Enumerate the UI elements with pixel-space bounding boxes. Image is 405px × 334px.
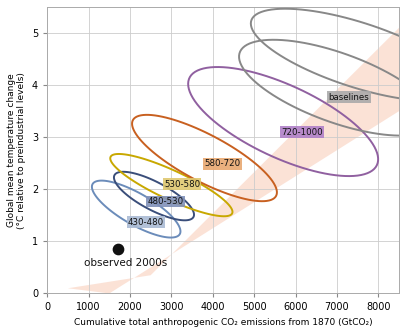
- Polygon shape: [68, 28, 398, 294]
- Point: [114, 246, 121, 252]
- Text: 720-1000: 720-1000: [280, 128, 322, 137]
- Text: 580-720: 580-720: [204, 159, 240, 168]
- Text: 480-530: 480-530: [147, 197, 183, 206]
- X-axis label: Cumulative total anthropogenic CO₂ emissions from 1870 (GtCO₂): Cumulative total anthropogenic CO₂ emiss…: [74, 318, 371, 327]
- Y-axis label: Global mean temperature change
(°C relative to preindustrial levels): Global mean temperature change (°C relat…: [7, 72, 26, 229]
- Text: baselines: baselines: [328, 93, 369, 102]
- Text: 530-580: 530-580: [164, 180, 200, 189]
- Text: observed 2000s: observed 2000s: [84, 259, 167, 269]
- Text: 430-480: 430-480: [128, 218, 164, 227]
